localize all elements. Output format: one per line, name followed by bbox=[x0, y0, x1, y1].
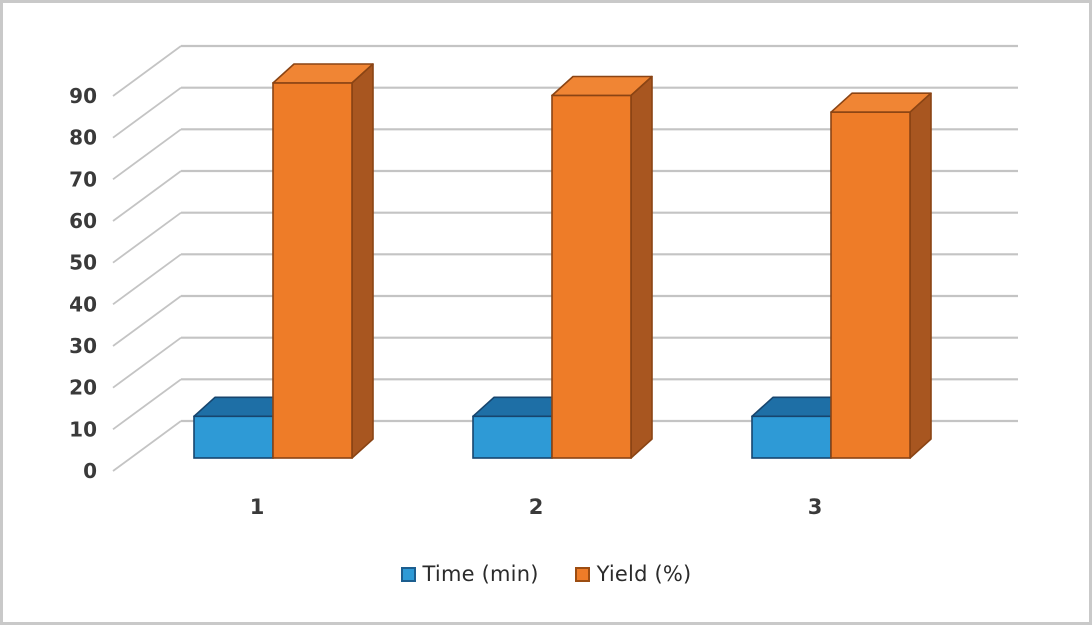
gridline-depth-40 bbox=[112, 253, 182, 306]
y-tick-label-60: 60 bbox=[69, 209, 97, 233]
y-tick-label-50: 50 bbox=[69, 251, 97, 275]
y-tick-label-20: 20 bbox=[69, 376, 97, 400]
y-tick-label-80: 80 bbox=[69, 126, 97, 150]
gridline-depth-20 bbox=[112, 336, 182, 389]
y-tick-label-40: 40 bbox=[69, 292, 97, 316]
time-bar-1 bbox=[193, 415, 274, 459]
chart-legend: Time (min) Yield (%) bbox=[3, 562, 1089, 586]
time-series-swatch-icon bbox=[400, 566, 416, 582]
yield-series-swatch-icon bbox=[574, 566, 590, 582]
yield-bar-side-3 bbox=[909, 92, 932, 459]
x-category-label-1: 1 bbox=[250, 495, 265, 519]
bar-chart-3d: 0 10 20 30 40 50 60 70 80 90 1 2 3 bbox=[69, 44, 1018, 519]
y-tick-label-10: 10 bbox=[69, 417, 97, 441]
y-tick-label-0: 0 bbox=[83, 459, 97, 483]
yield-bar-2 bbox=[551, 94, 632, 459]
gridline-depth-90 bbox=[112, 45, 182, 97]
legend-item-time[interactable]: Time (min) bbox=[400, 562, 539, 586]
yield-bar-1 bbox=[272, 82, 353, 459]
legend-label-yield: Yield (%) bbox=[596, 562, 692, 586]
legend-label-time: Time (min) bbox=[422, 562, 539, 586]
gridline-depth-60 bbox=[112, 170, 182, 222]
gridline-depth-30 bbox=[112, 295, 182, 347]
gridline-depth-0 bbox=[112, 420, 182, 472]
gridline-depth-50 bbox=[112, 211, 182, 264]
yield-bar-side-1 bbox=[351, 63, 374, 459]
x-category-label-3: 3 bbox=[808, 495, 823, 519]
y-tick-label-90: 90 bbox=[69, 84, 97, 108]
yield-bar-3 bbox=[830, 111, 911, 459]
y-tick-label-30: 30 bbox=[69, 334, 97, 358]
y-tick-label-70: 70 bbox=[69, 167, 97, 191]
legend-item-yield[interactable]: Yield (%) bbox=[574, 562, 692, 586]
time-bar-3 bbox=[751, 415, 832, 459]
gridline-depth-10 bbox=[112, 378, 182, 431]
time-bar-2 bbox=[472, 415, 553, 459]
x-category-label-2: 2 bbox=[529, 495, 544, 519]
gridline-depth-70 bbox=[112, 128, 182, 181]
yield-bar-side-2 bbox=[630, 75, 653, 459]
gridline-depth-80 bbox=[112, 86, 182, 139]
